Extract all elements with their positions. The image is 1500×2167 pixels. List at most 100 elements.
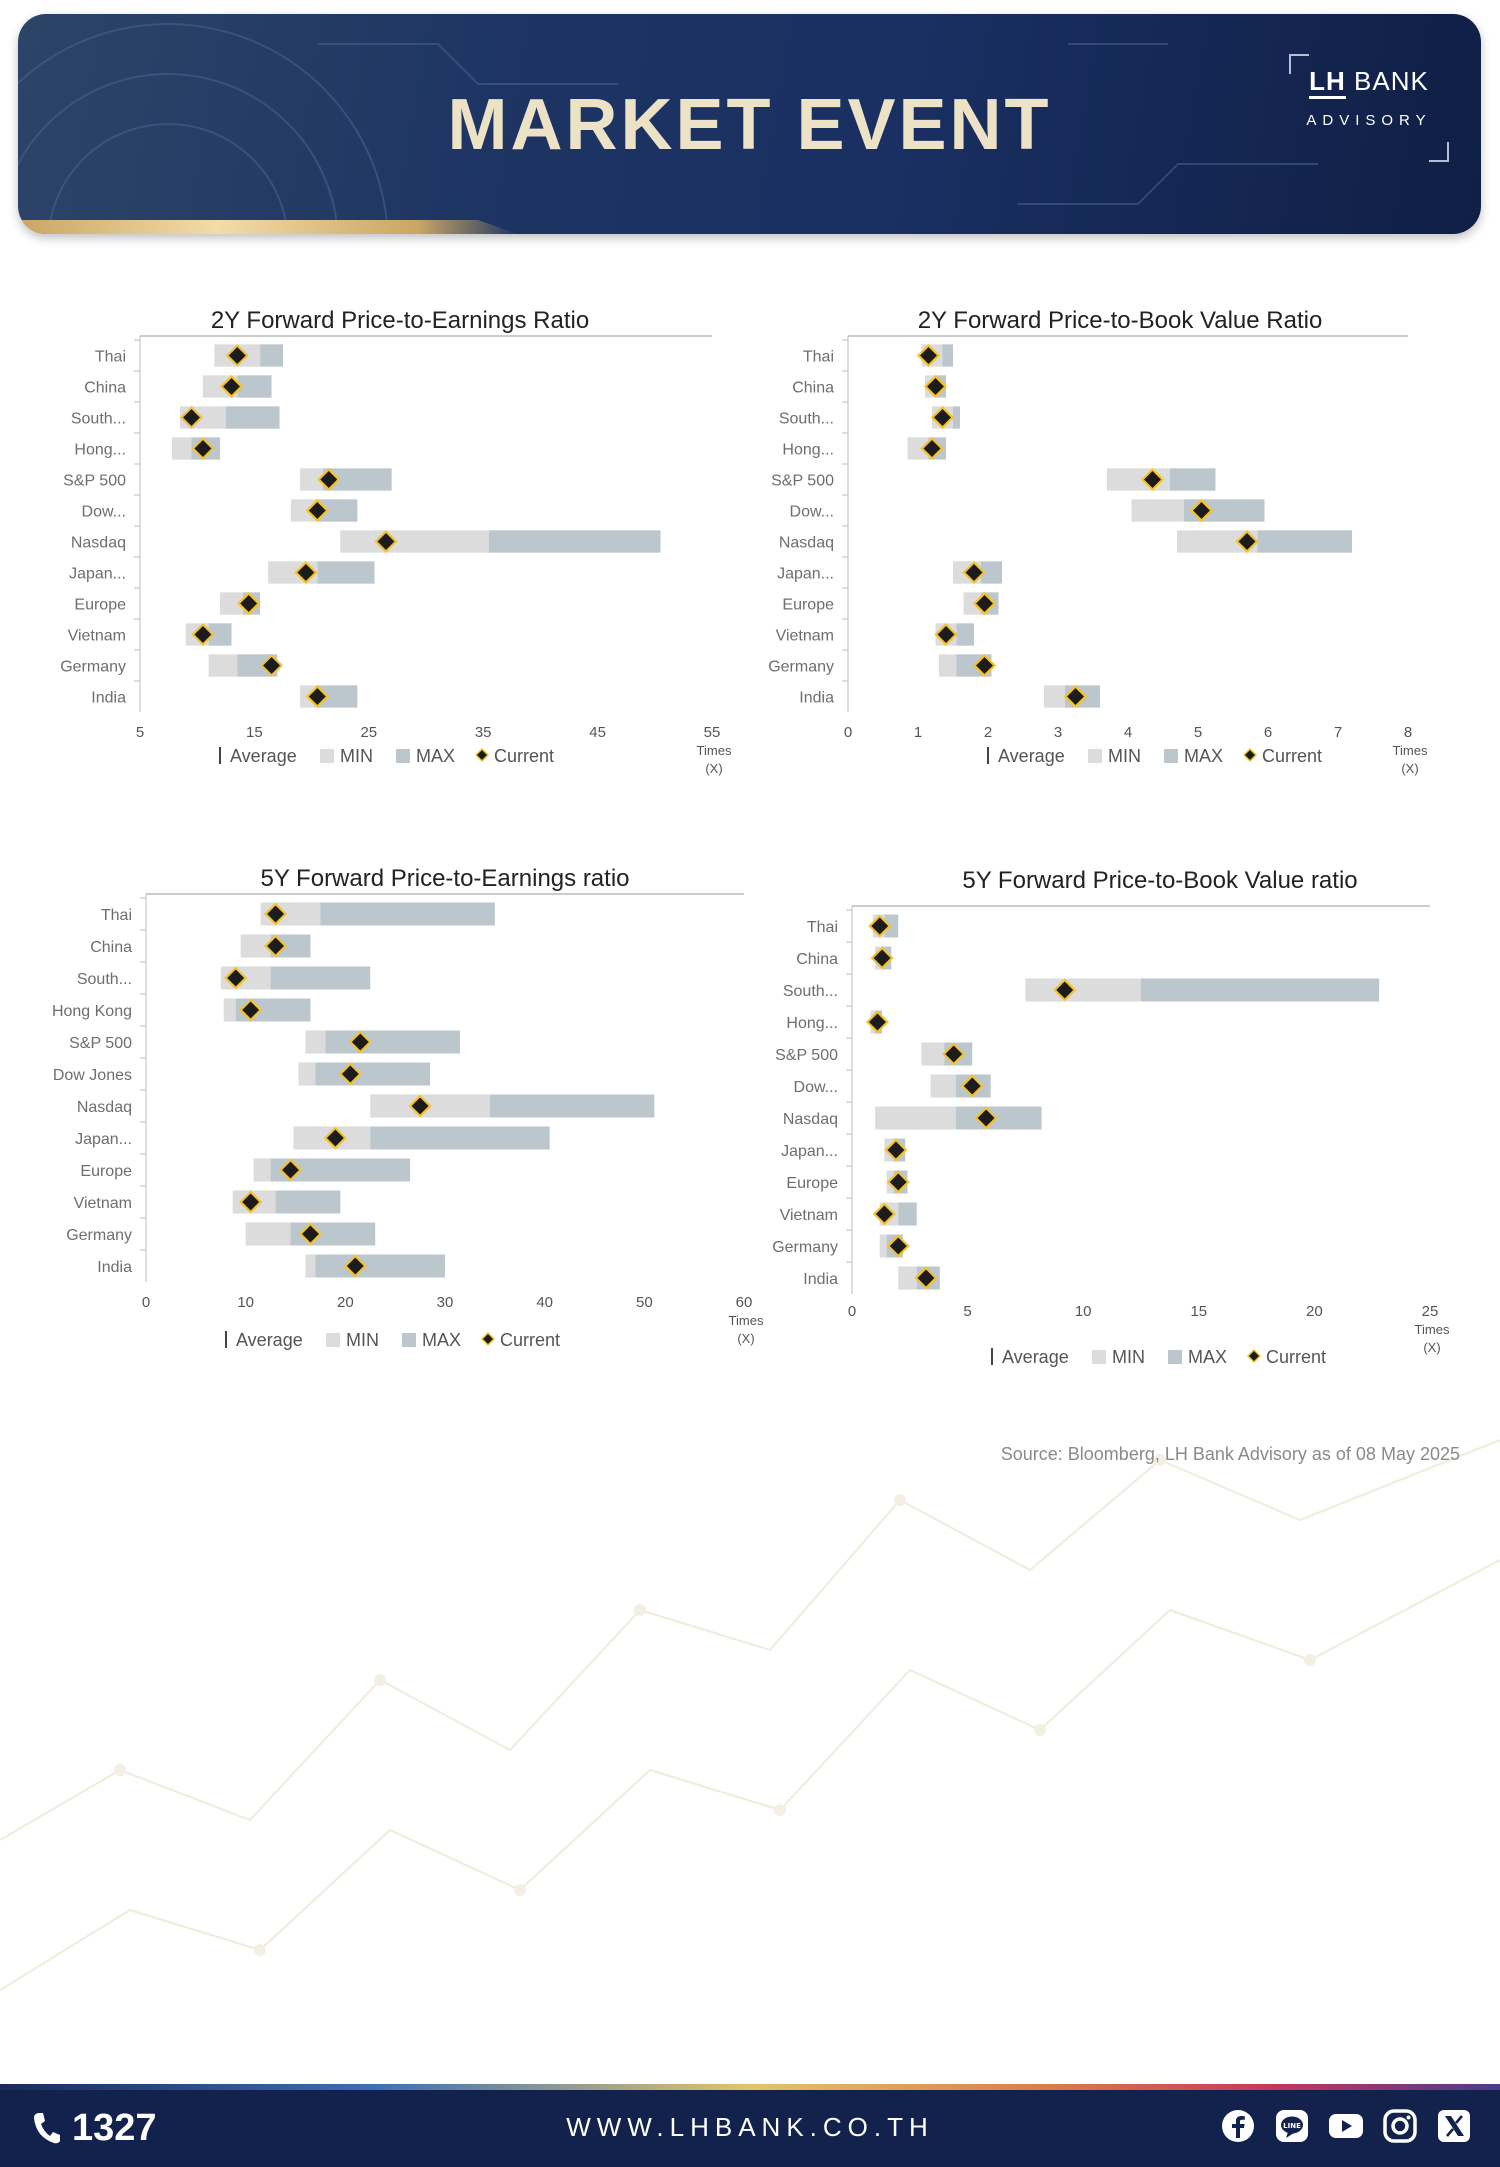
min-bar <box>245 1222 291 1246</box>
current-marker <box>886 1170 910 1194</box>
max-bar <box>884 914 899 938</box>
current-marker <box>960 1074 984 1098</box>
legend-average-label: Average <box>230 746 297 766</box>
max-bar <box>270 966 371 990</box>
x-tick-label: 6 <box>1264 724 1272 741</box>
current-marker <box>225 343 249 368</box>
max-bar <box>1141 978 1380 1002</box>
current-marker <box>224 966 248 990</box>
current-marker <box>264 902 288 926</box>
x-tick-label: 3 <box>1054 724 1062 741</box>
legend-max-label: MAX <box>1184 746 1223 766</box>
category-label: S&P 500 <box>69 1035 132 1052</box>
instagram-icon[interactable] <box>1382 2108 1418 2144</box>
phone-contact[interactable]: 1327 <box>32 2107 157 2149</box>
category-label: China <box>792 380 834 397</box>
min-bar <box>963 592 981 615</box>
category-label: Thai <box>803 349 834 366</box>
current-marker <box>237 591 261 616</box>
min-bar <box>879 1234 887 1258</box>
min-bar <box>300 468 324 491</box>
max-bar <box>317 561 375 584</box>
max-bar <box>208 623 232 646</box>
min-bar <box>291 499 318 522</box>
category-label: Japan... <box>69 566 126 583</box>
max-bar <box>489 1094 655 1118</box>
current-marker <box>1140 467 1165 492</box>
current-marker <box>298 1222 323 1246</box>
category-label: S&P 500 <box>775 1047 838 1064</box>
legend-max-label: MAX <box>1188 1347 1227 1367</box>
current-marker <box>323 1126 347 1150</box>
x-tick-label: 5 <box>136 724 144 741</box>
legend-min-swatch <box>1092 1350 1106 1364</box>
legend-min-label: MIN <box>1108 746 1141 766</box>
category-label: Japan... <box>781 1143 838 1160</box>
legend-current-label: Current <box>1262 746 1322 766</box>
category-label: Hong... <box>74 442 126 459</box>
current-marker <box>934 622 958 647</box>
current-marker <box>923 374 948 399</box>
current-marker <box>179 405 204 430</box>
category-label: China <box>90 939 132 956</box>
current-marker <box>865 1010 889 1034</box>
unit-label-line1: Times <box>729 1313 764 1328</box>
x-tick-label: 45 <box>589 724 606 741</box>
min-bar <box>1044 685 1065 708</box>
max-bar <box>370 1126 550 1150</box>
current-marker <box>260 653 284 678</box>
category-label: Dow... <box>794 1079 838 1096</box>
min-bar <box>939 654 957 677</box>
min-bar <box>1131 499 1184 522</box>
current-marker <box>872 1202 896 1226</box>
category-label: India <box>97 1259 132 1276</box>
current-marker <box>914 1266 938 1290</box>
unit-label-line2: (X) <box>1423 1340 1440 1355</box>
page-title: MARKET EVENT <box>447 85 1052 165</box>
legend-average-label: Average <box>1002 1347 1069 1367</box>
legend-average-label: Average <box>998 746 1065 766</box>
unit-label-line1: Times <box>697 743 732 758</box>
unit-label-line1: Times <box>1393 743 1428 758</box>
max-bar <box>315 1062 431 1086</box>
facebook-icon[interactable] <box>1220 2108 1256 2144</box>
min-bar <box>898 1266 917 1290</box>
category-label: Germany <box>768 659 834 676</box>
current-marker <box>219 374 244 399</box>
legend-min-label: MIN <box>346 1330 379 1350</box>
current-marker <box>870 946 894 970</box>
max-bar <box>315 1254 445 1278</box>
svg-text:LINE: LINE <box>1283 2122 1301 2130</box>
current-marker <box>191 436 215 461</box>
current-marker <box>1053 978 1077 1002</box>
current-marker <box>886 1234 910 1258</box>
line-icon[interactable]: LINE <box>1274 2108 1310 2144</box>
legend-min-swatch <box>326 1333 340 1347</box>
current-marker <box>916 343 941 368</box>
legend-max-label: MAX <box>416 746 455 766</box>
current-marker <box>942 1042 966 1066</box>
category-label: India <box>799 690 834 707</box>
current-marker <box>305 498 329 523</box>
legend-current-label: Current <box>500 1330 560 1350</box>
x-tick-label: 40 <box>536 1294 553 1311</box>
min-bar <box>907 437 929 460</box>
x-tick-label: 20 <box>1306 1303 1323 1320</box>
category-label: S&P 500 <box>771 473 834 490</box>
x-tick-label: 0 <box>142 1294 150 1311</box>
legend-max-swatch <box>1168 1350 1182 1364</box>
max-bar <box>225 406 280 429</box>
category-label: Thai <box>95 349 126 366</box>
x-tick-label: 60 <box>736 1294 753 1311</box>
unit-label-line1: Times <box>1415 1322 1450 1337</box>
min-bar <box>1025 978 1141 1002</box>
x-tick-label: 7 <box>1334 724 1342 741</box>
min-bar <box>305 1030 326 1054</box>
website-link[interactable]: WWW.LHBANK.CO.TH <box>566 2112 934 2142</box>
x-twitter-icon[interactable] <box>1436 2108 1472 2144</box>
legend-current-swatch <box>1242 747 1258 763</box>
category-label: Thai <box>807 919 838 936</box>
header-gold-accent <box>18 220 518 234</box>
max-bar <box>320 902 495 926</box>
youtube-icon[interactable] <box>1328 2108 1364 2144</box>
